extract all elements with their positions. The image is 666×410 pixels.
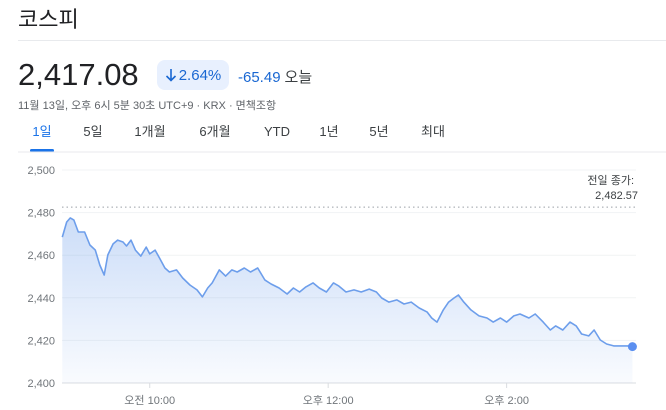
divider bbox=[18, 40, 666, 41]
change-percent: 2.64% bbox=[178, 66, 222, 84]
last-point bbox=[627, 342, 637, 352]
price-line bbox=[61, 217, 633, 348]
x-tick-label: 오전 10:00 bbox=[124, 394, 175, 407]
y-tick-label: 2,420 bbox=[27, 335, 55, 347]
previous-close-value: 2,482.57 bbox=[595, 190, 638, 202]
down-arrow bbox=[165, 69, 176, 82]
range-tab[interactable]: 1개월 bbox=[134, 124, 165, 139]
y-tick-label: 2,480 bbox=[27, 208, 55, 220]
range-tab[interactable]: 6개월 bbox=[199, 124, 230, 139]
change-value: -65.49 bbox=[238, 69, 281, 86]
range-tab[interactable]: 1년 bbox=[319, 124, 338, 139]
range-tab[interactable]: 5일 bbox=[83, 124, 102, 139]
x-tick-label: 오후 2:00 bbox=[484, 394, 529, 407]
previous-close-label: 전일 종가: bbox=[587, 173, 634, 187]
range-tab[interactable]: 1일 bbox=[32, 124, 51, 139]
y-tick-label: 2,440 bbox=[27, 293, 55, 305]
timestamp: 11월 13일, 오후 6시 5분 30초 UTC+9 · KRX · 면책조항 bbox=[18, 100, 277, 112]
x-tick-label: 오후 12:00 bbox=[303, 394, 354, 407]
y-tick-label: 2,460 bbox=[27, 250, 55, 262]
change-period: 오늘 bbox=[284, 69, 313, 86]
y-tick-label: 2,500 bbox=[27, 165, 55, 177]
range-tab[interactable]: 5년 bbox=[369, 124, 388, 139]
y-tick-label: 2,400 bbox=[27, 378, 55, 390]
index-title: 코스피 bbox=[18, 7, 79, 32]
area-fill bbox=[62, 217, 633, 383]
change: -65.49 오늘 bbox=[238, 66, 312, 87]
tab-underline bbox=[30, 149, 54, 152]
range-tab[interactable]: 최대 bbox=[421, 124, 445, 139]
change-badge: 2.64% bbox=[157, 60, 229, 90]
price: 2,417.08 bbox=[18, 57, 139, 92]
range-tab[interactable]: YTD bbox=[264, 124, 290, 139]
